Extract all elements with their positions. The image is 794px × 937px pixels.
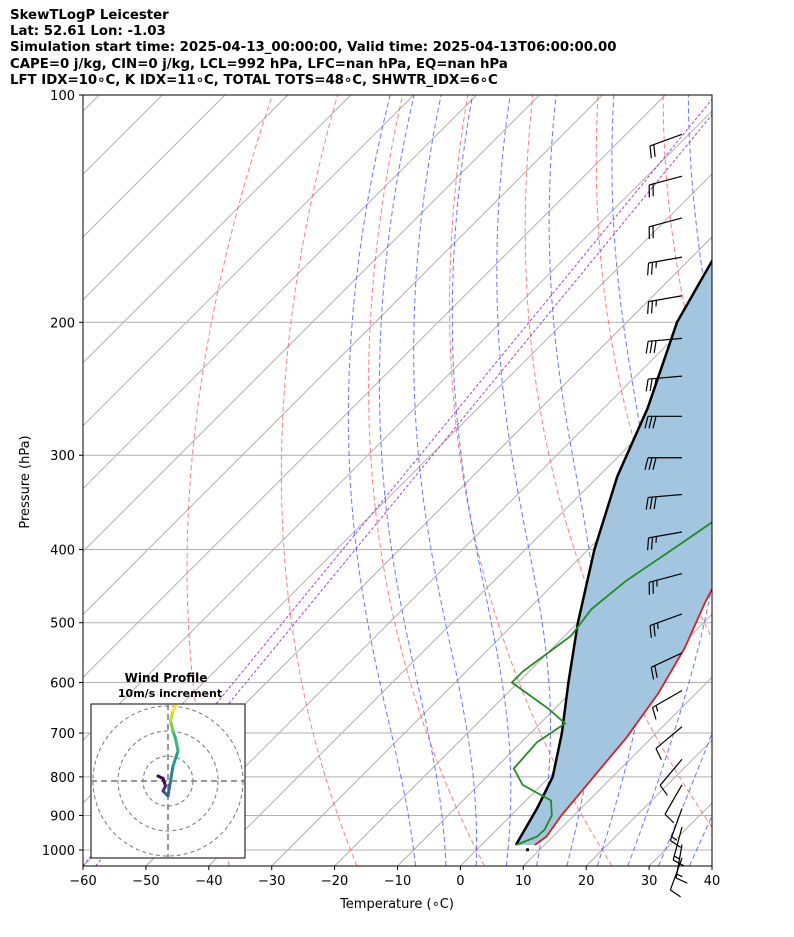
hodograph-segment (171, 704, 177, 713)
isotherm-line (334, 487, 712, 866)
dry-adiabat (524, 95, 712, 829)
wind-barb (669, 808, 683, 848)
cape-cin-shading (515, 261, 712, 845)
moist-adiabat (627, 95, 712, 866)
time-line: Simulation start time: 2025-04-13_00:00:… (10, 40, 617, 56)
isotherm-line (522, 676, 712, 866)
wind-barb (649, 133, 683, 159)
dewpoint-line (510, 521, 712, 846)
dry-adiabat (728, 95, 794, 866)
isotherm-line (271, 424, 712, 866)
isotherm-line (83, 95, 289, 301)
isotherm-line (83, 110, 712, 741)
y-tick-label: 800 (50, 771, 75, 786)
wind-barb (648, 572, 683, 595)
isotherm-line (208, 362, 712, 866)
x-tick-label: −60 (69, 874, 96, 889)
x-tick-label: −50 (132, 874, 159, 889)
indices-line-1: CAPE=0 j/kg, CIN=0 j/kg, LCL=992 hPa, LF… (10, 56, 508, 72)
temperature-line (534, 587, 712, 846)
wind-barb (647, 295, 683, 315)
wind-barb (645, 375, 683, 392)
isotherm-line (83, 95, 415, 427)
hodograph-segment (169, 709, 175, 723)
dry-adiabat (368, 95, 485, 866)
moist-adiabat (413, 95, 478, 866)
wind-barb (659, 758, 683, 796)
hodograph-segment (171, 749, 180, 768)
moist-adiabat (496, 95, 551, 866)
chart-header: SkewTLogP Leicester Lat: 52.61 Lon: -1.0… (10, 8, 617, 89)
moist-adiabat (378, 95, 447, 866)
surface-marker (525, 848, 530, 852)
x-tick-label: −20 (321, 874, 348, 889)
y-tick-label: 200 (50, 316, 75, 331)
wind-barb (647, 256, 683, 276)
dry-adiabat (186, 95, 273, 866)
dry-adiabat (595, 95, 712, 640)
wind-barb (644, 415, 682, 429)
wind-barb (664, 784, 683, 824)
moist-adiabat (347, 95, 416, 866)
y-tick-label: 700 (50, 727, 75, 742)
hodograph-subtitle: 10m/s increment (118, 687, 222, 700)
isotherm-line (397, 550, 712, 866)
isotherm-line (83, 95, 666, 679)
moist-adiabat (451, 95, 512, 866)
dry-adiabat (449, 95, 613, 866)
wind-barb (669, 857, 683, 898)
isotherm-line (83, 95, 100, 112)
y-tick-label: 100 (50, 89, 75, 104)
y-tick-label: 600 (50, 677, 75, 692)
hodograph-segment (166, 779, 172, 798)
chart-title: SkewTLogP Leicester (10, 8, 169, 23)
parcel-profile-line (514, 258, 712, 846)
wind-barb (649, 613, 683, 638)
x-tick-label: 30 (641, 874, 658, 889)
y-tick-label: 300 (50, 449, 75, 464)
hodograph-segment (169, 719, 175, 733)
x-tick-label: −30 (258, 874, 285, 889)
wind-barb (650, 652, 683, 680)
wind-barb (644, 457, 682, 470)
wind-barb (645, 337, 683, 354)
y-tick-label: 1000 (42, 844, 75, 859)
y-tick-label: 900 (50, 809, 75, 824)
wind-barb (647, 531, 683, 551)
location-line: Lat: 52.61 Lon: -1.03 (10, 24, 166, 40)
hodograph-segment (174, 737, 180, 753)
isotherm-line (83, 95, 603, 616)
dry-adiabat (280, 95, 358, 866)
hodograph-title: Wind Profile (125, 671, 208, 685)
x-tick-label: 20 (578, 874, 595, 889)
wind-barb (648, 175, 683, 198)
y-tick-label: 400 (50, 544, 75, 559)
y-tick-label: 500 (50, 617, 75, 632)
isotherm-line (83, 95, 352, 364)
wind-barb (651, 689, 683, 720)
isotherm-line (83, 95, 540, 553)
y-axis-label: Pressure (hPa) (18, 435, 33, 528)
isotherm-line (775, 95, 794, 866)
x-tick-label: −40 (195, 874, 222, 889)
wind-barb (655, 726, 683, 760)
wind-barb (645, 493, 683, 510)
wind-barb (648, 217, 683, 240)
x-tick-label: −10 (384, 874, 411, 889)
hodograph-segment (169, 764, 175, 783)
x-tick-label: 10 (515, 874, 532, 889)
isotherm-line (83, 95, 477, 490)
x-axis-label: Temperature (∘C) (339, 897, 454, 912)
x-tick-label: 40 (704, 874, 721, 889)
x-tick-label: 0 (456, 874, 464, 889)
indices-line-2: LFT IDX=10∘C, K IDX=11∘C, TOTAL TOTS=48∘… (10, 72, 498, 88)
isotherm-line (83, 95, 226, 238)
hodograph-ring (117, 730, 219, 832)
isotherm-line (711, 865, 712, 866)
isotherm-line (145, 299, 712, 866)
